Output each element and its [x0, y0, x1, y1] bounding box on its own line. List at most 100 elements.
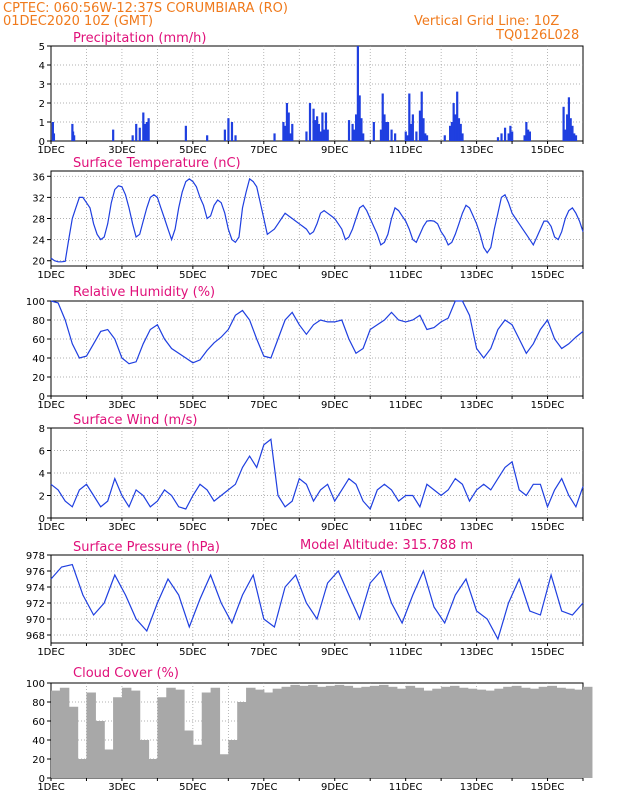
cloud-bar [237, 702, 247, 778]
y-tick-label: 8 [39, 424, 45, 435]
precip-bar [456, 91, 459, 141]
cloud-bar [59, 687, 70, 778]
y-tick-label: 24 [32, 236, 45, 247]
precip-bar [145, 122, 148, 141]
precip-bar [273, 133, 276, 141]
precip-bar [381, 93, 384, 141]
x-tick-label: 15DEC [531, 145, 565, 156]
y-tick-label: 28 [32, 215, 45, 226]
y-tick-label: 40 [32, 736, 45, 747]
precip-bar [390, 129, 393, 141]
precip-bar [569, 118, 572, 141]
precip-bar [131, 135, 134, 141]
x-tick-label: 15DEC [531, 782, 565, 793]
x-tick-label: 5DEC [179, 782, 206, 793]
precip-bar [424, 133, 427, 141]
precip-bar [353, 129, 356, 141]
series-line [50, 563, 584, 641]
x-tick-label: 7DEC [250, 145, 277, 156]
x-tick-label: 5DEC [179, 647, 206, 658]
precip-bar [454, 114, 457, 141]
x-tick-label: 1DEC [37, 782, 64, 793]
precip-bar [525, 122, 528, 141]
precip-bar [285, 103, 289, 141]
panel-frame [50, 427, 584, 519]
cloud-bar [325, 685, 336, 778]
cloud-bar [148, 759, 158, 778]
x-tick-label: 15DEC [531, 647, 565, 658]
y-tick-label: 80 [32, 316, 45, 327]
x-tick-label: 13DEC [460, 400, 494, 411]
y-tick-label: 2 [39, 99, 45, 110]
precip-bar [461, 133, 464, 141]
cloud-bar [423, 690, 433, 778]
precip-bar [509, 125, 512, 141]
precip-bar [355, 114, 358, 141]
y-tick-label: 20 [32, 373, 45, 384]
precip-bar [138, 127, 141, 141]
x-tick-label: 3DEC [108, 522, 135, 533]
panel-title: Precipitation (mm/h) [73, 31, 206, 46]
panel-title: Surface Pressure (hPa) [73, 540, 220, 555]
precip-bar [112, 129, 115, 141]
cloud-bar [574, 689, 584, 778]
precip-bar [135, 123, 138, 141]
cloud-bar [139, 740, 150, 778]
panel-frame [50, 300, 584, 397]
precip-bar [496, 137, 500, 141]
precip-bar [406, 135, 409, 141]
cloud-bar [538, 686, 549, 778]
precip-bar [184, 125, 187, 141]
x-tick-label: 15DEC [531, 270, 565, 281]
x-tick-label: 5DEC [179, 522, 206, 533]
cloud-bar [192, 744, 203, 778]
x-tick-label: 13DEC [460, 270, 494, 281]
y-tick-label: 970 [26, 615, 45, 626]
precip-bar [503, 127, 507, 141]
precip-bar [418, 110, 422, 141]
cloud-bar [432, 688, 442, 778]
series-line [50, 300, 584, 365]
cloud-bar [485, 690, 495, 778]
y-tick-label: 100 [26, 297, 45, 308]
y-tick-label: 80 [32, 698, 45, 709]
cloud-bar [414, 687, 424, 778]
precip-bar [319, 131, 322, 141]
precip-bar [143, 123, 147, 141]
precip-bar [573, 133, 576, 141]
precip-bar [206, 135, 209, 141]
precip-bar [308, 103, 312, 141]
cloud-bar [467, 688, 478, 778]
precip-bar [351, 123, 354, 141]
cloud-bar [512, 685, 522, 778]
precip-bar [223, 129, 226, 141]
y-tick-label: 0 [39, 774, 45, 785]
y-tick-label: 4 [39, 61, 45, 72]
precip-bar [284, 125, 287, 141]
cloud-bar [396, 688, 407, 778]
precip-bar [73, 135, 76, 141]
cloud-bar [308, 684, 318, 778]
x-tick-label: 3DEC [108, 145, 135, 156]
cloud-bar [228, 740, 238, 778]
precip-bar [528, 131, 531, 141]
precip-bar [443, 135, 446, 141]
cloud-bar [272, 688, 283, 778]
precip-bar [316, 116, 319, 141]
precip-bar [383, 114, 386, 141]
precip-bar [415, 131, 418, 141]
precip-bar [571, 125, 574, 141]
precip-bar [500, 133, 503, 141]
y-tick-label: 976 [26, 567, 45, 578]
cloud-bar [379, 684, 389, 778]
precip-bar [564, 129, 567, 141]
x-tick-label: 13DEC [460, 647, 494, 658]
x-tick-label: 7DEC [250, 270, 277, 281]
precip-bar [379, 129, 383, 141]
x-tick-label: 1DEC [37, 400, 64, 411]
x-tick-label: 13DEC [460, 782, 494, 793]
cloud-bar [441, 686, 451, 778]
cloud-bar [104, 749, 114, 778]
model-altitude: Model Altitude: 315.788 m [300, 538, 474, 553]
precip-bar [411, 114, 414, 141]
